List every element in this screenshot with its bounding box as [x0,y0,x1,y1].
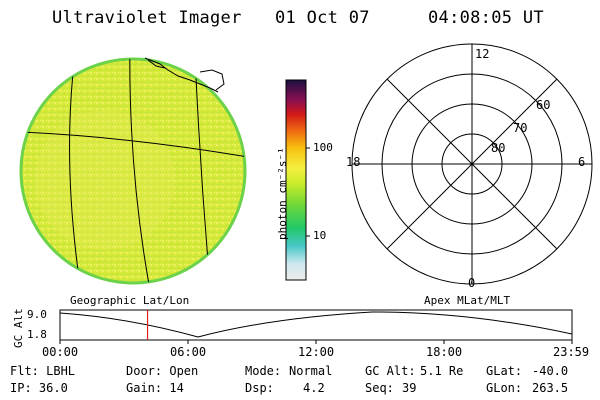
app-title: Ultraviolet Imager [52,8,242,28]
glat-value: -40.0 [532,364,569,378]
altitude-tick-high: 9.0 [27,308,47,321]
seq-label: Seq: [365,381,394,395]
mlt-label-dusk: 18 [346,155,361,169]
gc-alt-label: GC Alt: [365,364,416,378]
time-tick: 23:59 [553,345,590,359]
mlat-label-70: 70 [513,121,528,135]
door-status: Door: Open [126,364,199,378]
dsp-value: 4.2 [303,381,325,395]
time-tick: 06:00 [170,345,207,359]
filter-status: Flt: LBHL [10,364,76,378]
altitude-plot [59,309,573,344]
mlt-label-noon: 12 [475,47,490,61]
date-label: 01 Oct 07 [275,8,370,28]
colorbar-unit-label: photon cm⁻²s⁻¹ [276,147,289,240]
mode-label: Mode: [245,364,282,378]
gain-status: Gain: 14 [126,381,184,395]
colorbar-tick-100: 100 [313,141,333,154]
mlt-label-dawn: 6 [578,155,586,169]
mlat-label-80: 80 [491,141,506,155]
time-label: 04:08:05 UT [428,8,544,28]
earth-disk-image [19,57,247,285]
dsp-label: Dsp: [245,381,274,395]
gc-alt-value: 5.1 Re [420,364,464,378]
time-tick: 00:00 [42,345,79,359]
mode-value: Normal [289,364,333,378]
glon-value: 263.5 [532,381,569,395]
polar-plot [351,43,593,285]
geographic-caption: Geographic Lat/Lon [70,294,190,307]
altitude-tick-low: 1.8 [27,328,47,341]
seq-value: 39 [402,381,417,395]
apex-caption: Apex MLat/MLT [424,294,511,307]
ip-status: IP: 36.0 [10,381,68,395]
time-tick: 12:00 [298,345,335,359]
altitude-axis-label: GC Alt [12,308,25,348]
colorbar [285,79,310,281]
glat-label: GLat: [486,364,523,378]
colorbar-tick-10: 10 [313,229,327,242]
glon-label: GLon: [486,381,523,395]
time-tick: 18:00 [426,345,463,359]
mlt-label-midnight: 0 [468,276,476,290]
mlat-label-60: 60 [536,98,551,112]
